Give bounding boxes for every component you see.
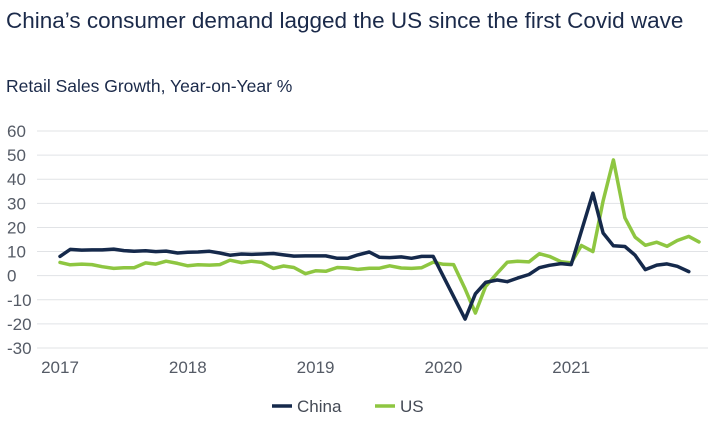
y-tick-label: -20 [7,315,32,334]
x-tick-label: 2019 [297,358,335,377]
legend-us-label: US [400,397,424,416]
x-axis-ticks: 2017 2018 2019 2020 2021 [41,358,590,377]
y-tick-label: 50 [7,146,26,165]
y-tick-label: 30 [7,194,26,213]
series-lines [58,158,701,321]
y-tick-label: -10 [7,291,32,310]
y-axis-ticks: 60 50 40 30 20 10 0 -10 -20 -30 [7,122,32,358]
x-tick-label: 2020 [424,358,462,377]
legend-china-label: China [297,397,342,416]
chart-title: China’s consumer demand lagged the US si… [6,8,684,33]
y-tick-label: 60 [7,122,26,141]
legend: China US [272,397,424,416]
series-line-china [58,191,691,321]
y-tick-label: 40 [7,170,26,189]
y-tick-label: 10 [7,243,26,262]
x-tick-label: 2017 [41,358,79,377]
x-tick-label: 2021 [552,358,590,377]
y-tick-label: -30 [7,339,32,358]
chart-subtitle: Retail Sales Growth, Year-on-Year % [6,76,293,96]
x-tick-label: 2018 [169,358,207,377]
series-line-us [58,158,701,315]
y-tick-label: 0 [7,267,16,286]
y-tick-label: 20 [7,218,26,237]
